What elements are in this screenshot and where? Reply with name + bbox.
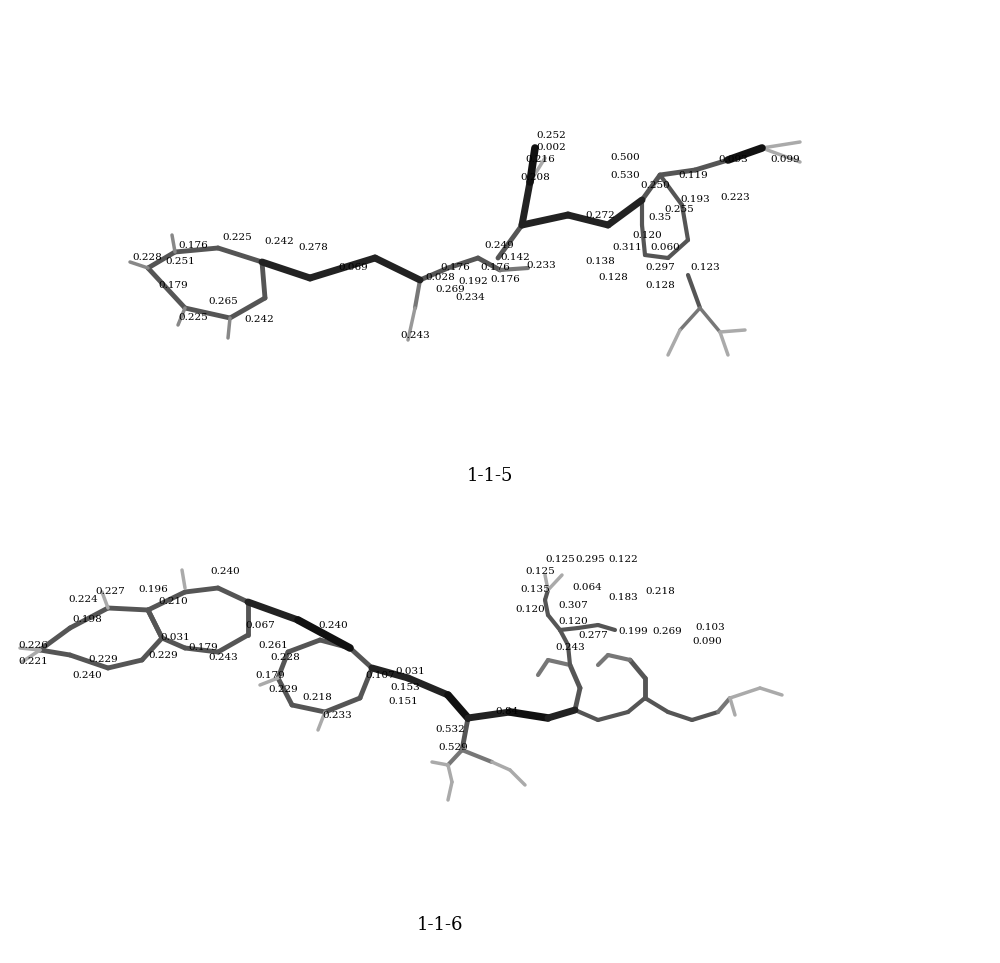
Text: 0.107: 0.107 (365, 670, 395, 680)
Text: 0.223: 0.223 (720, 194, 750, 202)
Text: 0.269: 0.269 (435, 285, 465, 295)
Text: 0.221: 0.221 (18, 658, 48, 666)
Text: 0.233: 0.233 (526, 261, 556, 270)
Text: 0.196: 0.196 (138, 586, 168, 594)
Text: 0.120: 0.120 (515, 606, 545, 614)
Text: 0.031: 0.031 (160, 634, 190, 642)
Text: 0.208: 0.208 (520, 173, 550, 183)
Text: 0.228: 0.228 (270, 654, 300, 663)
Text: 0.142: 0.142 (500, 253, 530, 263)
Text: 0.242: 0.242 (244, 316, 274, 325)
Text: 0.261: 0.261 (258, 640, 288, 649)
Text: 0.179: 0.179 (188, 643, 218, 653)
Text: 0.500: 0.500 (610, 153, 640, 163)
Text: 0.192: 0.192 (458, 277, 488, 287)
Text: 0.120: 0.120 (558, 617, 588, 627)
Text: 0.243: 0.243 (400, 330, 430, 340)
Text: 0.069: 0.069 (338, 264, 368, 273)
Text: 0.179: 0.179 (255, 670, 285, 680)
Text: 0.529: 0.529 (438, 743, 468, 752)
Text: 0.307: 0.307 (558, 601, 588, 610)
Text: 0.176: 0.176 (178, 241, 208, 249)
Text: 0.311: 0.311 (612, 244, 642, 252)
Text: 0.176: 0.176 (490, 275, 520, 284)
Text: 1-1-5: 1-1-5 (467, 467, 513, 485)
Text: 0.179: 0.179 (158, 280, 188, 290)
Text: 0.218: 0.218 (645, 587, 675, 596)
Text: 0.240: 0.240 (72, 670, 102, 680)
Text: 0.120: 0.120 (632, 230, 662, 240)
Text: 0.216: 0.216 (525, 155, 555, 165)
Text: 0.278: 0.278 (298, 244, 328, 252)
Text: 0.272: 0.272 (585, 211, 615, 220)
Text: 0.028: 0.028 (425, 273, 455, 282)
Text: 0.138: 0.138 (585, 257, 615, 267)
Text: 0.252: 0.252 (536, 131, 566, 140)
Text: 0.183: 0.183 (608, 593, 638, 603)
Text: 0.103: 0.103 (695, 623, 725, 633)
Text: 0.229: 0.229 (148, 650, 178, 660)
Text: 0.128: 0.128 (645, 280, 675, 290)
Text: 0.060: 0.060 (650, 244, 680, 252)
Text: 0.135: 0.135 (520, 586, 550, 594)
Text: 0.119: 0.119 (678, 170, 708, 179)
Text: 0.277: 0.277 (578, 631, 608, 639)
Text: 0.240: 0.240 (210, 567, 240, 577)
Text: 0.225: 0.225 (178, 314, 208, 323)
Text: 0.255: 0.255 (664, 205, 694, 215)
Text: 0.229: 0.229 (88, 656, 118, 664)
Text: 0.249: 0.249 (484, 241, 514, 249)
Text: 0.225: 0.225 (222, 233, 252, 243)
Text: 0.123: 0.123 (690, 264, 720, 273)
Text: 0.031: 0.031 (395, 667, 425, 676)
Text: 0.233: 0.233 (322, 711, 352, 719)
Text: 0.530: 0.530 (610, 170, 640, 179)
Text: 0.227: 0.227 (95, 587, 125, 596)
Text: 0.234: 0.234 (455, 294, 485, 302)
Text: 0.265: 0.265 (208, 298, 238, 306)
Text: 0.125: 0.125 (545, 556, 575, 564)
Text: 0.153: 0.153 (390, 684, 420, 692)
Text: 0.295: 0.295 (575, 556, 605, 564)
Text: 0.093: 0.093 (718, 155, 748, 165)
Text: 0.064: 0.064 (572, 584, 602, 592)
Text: 0.067: 0.067 (245, 620, 275, 630)
Text: 0.250: 0.250 (640, 180, 670, 190)
Text: 0.002: 0.002 (536, 143, 566, 152)
Text: 0.099: 0.099 (770, 155, 800, 165)
Text: 0.251: 0.251 (165, 257, 195, 267)
Text: 0.226: 0.226 (18, 640, 48, 649)
Text: 0.243: 0.243 (208, 654, 238, 663)
Text: 0.198: 0.198 (72, 615, 102, 624)
Text: 0.122: 0.122 (608, 556, 638, 564)
Text: 0.151: 0.151 (388, 697, 418, 707)
Text: 0.176: 0.176 (440, 264, 470, 273)
Text: 0.125: 0.125 (525, 567, 555, 577)
Text: 0.199: 0.199 (618, 628, 648, 637)
Text: 0.218: 0.218 (302, 693, 332, 702)
Text: 0.193: 0.193 (680, 195, 710, 204)
Text: 0.269: 0.269 (652, 628, 682, 637)
Text: 0.242: 0.242 (264, 238, 294, 247)
Text: 0.090: 0.090 (692, 638, 722, 646)
Text: 0.243: 0.243 (555, 643, 585, 653)
Text: 0.84: 0.84 (495, 708, 518, 716)
Text: 0.532: 0.532 (435, 725, 465, 735)
Text: 0.297: 0.297 (645, 264, 675, 273)
Text: 0.240: 0.240 (318, 620, 348, 630)
Text: 0.224: 0.224 (68, 595, 98, 605)
Text: 0.210: 0.210 (158, 597, 188, 607)
Text: 0.228: 0.228 (132, 253, 162, 263)
Text: 0.229: 0.229 (268, 686, 298, 694)
Text: 0.35: 0.35 (648, 214, 671, 222)
Text: 0.128: 0.128 (598, 273, 628, 282)
Text: 0.176: 0.176 (480, 264, 510, 273)
Text: 1-1-6: 1-1-6 (417, 916, 463, 934)
